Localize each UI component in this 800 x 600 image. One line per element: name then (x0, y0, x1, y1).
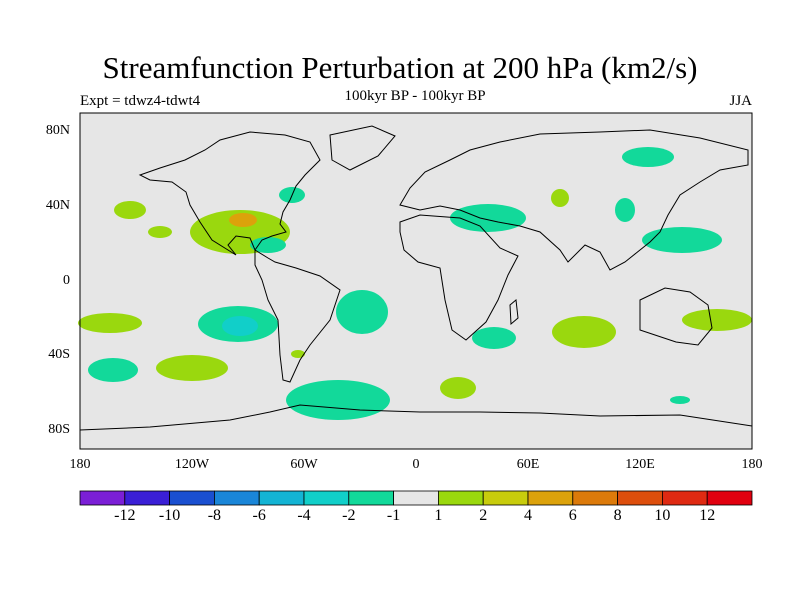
colorbar-label-4: -4 (297, 507, 311, 524)
colorbar-label-7: 1 (434, 507, 443, 524)
colorbar-box-1 (124, 490, 171, 506)
colorbar-box-7 (393, 490, 439, 506)
anomaly-negative-mideast (450, 204, 526, 232)
colorbar-label-9: 4 (524, 507, 532, 524)
anomaly-positive-centralasia (551, 189, 569, 207)
coastline-4 (399, 214, 519, 341)
colorbar-box-14 (706, 490, 753, 506)
lat-label-0: 0 (63, 273, 70, 288)
colorbar-box-4 (258, 490, 305, 506)
colorbar-box-13 (662, 490, 708, 506)
lon-label-180e: 180 (741, 457, 763, 472)
lon-label-120w: 120W (174, 457, 210, 472)
coastline-1 (329, 125, 396, 171)
colorbar-label-10: 6 (568, 507, 577, 524)
coastline-2 (254, 249, 341, 383)
colorbar-label-2: -8 (207, 507, 222, 524)
colorbar-label-12: 10 (654, 507, 671, 524)
map-plot-area (78, 113, 753, 449)
experiment-label: Expt = tdwz4-tdwt4 (80, 93, 201, 109)
colorbar-label-1: -10 (158, 507, 181, 524)
anomaly-negative-satlantic (336, 290, 388, 334)
season-label: JJA (729, 93, 752, 109)
colorbar-label-8: 2 (479, 507, 488, 524)
colorbar-box-3 (213, 490, 260, 506)
coastline-7 (79, 404, 753, 431)
colorbar-label-13: 12 (699, 507, 716, 524)
coastline-0 (138, 131, 321, 256)
anomaly-positive-satlantic-s (440, 377, 476, 399)
lat-label-40s: 40S (48, 347, 70, 362)
anomaly-positive-npacific (114, 201, 146, 219)
anomaly-negative-china (615, 198, 635, 222)
colorbar-box-11 (572, 490, 618, 506)
colorbar-box-8 (437, 490, 484, 506)
chart-subtitle: 100kyr BP - 100kyr BP (344, 88, 486, 104)
lat-label-80s: 80S (48, 422, 70, 437)
anomaly-negative-safrica (472, 327, 516, 349)
lat-label-40n: 40N (45, 198, 70, 213)
colorbar-box-6 (348, 490, 394, 506)
coastline-6 (639, 287, 713, 346)
anomaly-negative-caribbean (250, 237, 286, 253)
anomaly-positive-spacific-w (78, 313, 142, 333)
lon-label-120e: 120E (625, 457, 655, 472)
colorbar-box-12 (617, 490, 663, 506)
map-frame (79, 112, 753, 450)
anomaly-negative-siberia (622, 147, 674, 167)
colorbar-box-9 (482, 490, 529, 506)
lat-label-80n: 80N (45, 123, 70, 138)
anomaly-positive-indian (552, 316, 616, 348)
coastline-3 (399, 129, 749, 271)
colorbar-label-0: -12 (114, 507, 136, 524)
lon-label-0: 0 (412, 457, 420, 472)
colorbar-box-0 (79, 490, 126, 506)
ocean-background (80, 113, 752, 449)
anomaly-negative-southern-e (670, 396, 690, 404)
colorbar-label-11: 8 (613, 507, 622, 524)
coastline-5 (509, 299, 519, 326)
anomaly-peak-gulf (229, 213, 257, 227)
colorbar-label-3: -6 (252, 507, 266, 524)
colorbar-box-5 (303, 490, 350, 506)
colorbar-box-2 (169, 490, 215, 506)
colorbar-label-6: -1 (386, 507, 401, 524)
anomaly-core-spacific (222, 316, 258, 336)
colorbar-box-10 (527, 490, 574, 506)
lon-label-180w: 180 (69, 457, 91, 472)
anomaly-positive-australia (682, 309, 752, 331)
anomaly-negative-spacific-s (88, 358, 138, 382)
anomaly-positive-npacific-2 (148, 226, 172, 238)
lon-label-60e: 60E (516, 457, 540, 472)
anomaly-positive-patagonia (291, 350, 305, 358)
chart-title: Streamfunction Perturbation at 200 hPa (… (102, 50, 698, 85)
lon-label-60w: 60W (290, 457, 318, 472)
anomaly-negative-npacific-w (642, 227, 722, 253)
colorbar-label-5: -2 (342, 507, 356, 524)
anomaly-positive-spacific-s (156, 355, 228, 381)
